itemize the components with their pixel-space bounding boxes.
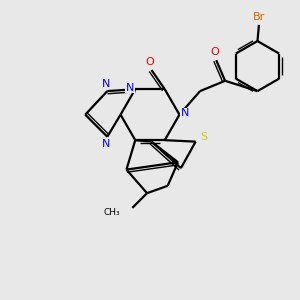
Text: S: S (200, 132, 207, 142)
Text: N: N (126, 83, 134, 93)
Text: N: N (102, 79, 110, 89)
Text: N: N (102, 139, 110, 149)
Text: O: O (146, 57, 154, 67)
Text: N: N (181, 108, 189, 118)
Text: O: O (210, 47, 219, 57)
Text: CH₃: CH₃ (104, 208, 121, 217)
Text: Br: Br (253, 12, 265, 22)
